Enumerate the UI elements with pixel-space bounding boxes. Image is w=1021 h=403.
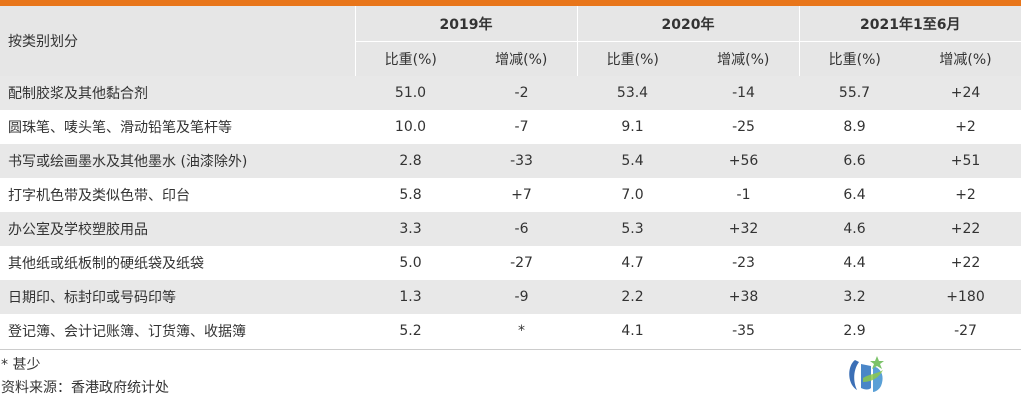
header-share: 比重(%) <box>799 41 910 76</box>
cell-share-2020: 5.3 <box>577 212 688 246</box>
cell-share-2021h1: 4.6 <box>799 212 910 246</box>
cell-share-2021h1: 6.4 <box>799 178 910 212</box>
cell-share-2021h1: 8.9 <box>799 110 910 144</box>
hktdc-logo-icon <box>849 356 884 392</box>
cell-change-2020: -25 <box>688 110 799 144</box>
trade-table: 按类别划分 2019年 2020年 2021年1至6月 比重(%) 增减(%) … <box>0 6 1021 348</box>
cell-change-2020: +38 <box>688 280 799 314</box>
header-year-2021h1: 2021年1至6月 <box>799 6 1021 42</box>
table-row: 办公室及学校塑胶用品 3.3 -6 5.3 +32 4.6 +22 <box>0 212 1021 246</box>
cell-change-2020: +56 <box>688 144 799 178</box>
cell-change-2021h1: +24 <box>910 76 1021 110</box>
cell-change-2021h1: +2 <box>910 178 1021 212</box>
cell-share-2020: 4.7 <box>577 246 688 280</box>
row-category: 其他纸或纸板制的硬纸袋及纸袋 <box>0 246 355 280</box>
footnote: * 甚少 <box>1 357 41 373</box>
header-category: 按类别划分 <box>0 6 356 76</box>
cell-change-2019: -33 <box>466 144 577 178</box>
table-row: 其他纸或纸板制的硬纸袋及纸袋 5.0 -27 4.7 -23 4.4 +22 <box>0 246 1021 280</box>
header-change: 增减(%) <box>910 41 1021 76</box>
cell-share-2020: 53.4 <box>577 76 688 110</box>
cell-share-2019: 3.3 <box>355 212 466 246</box>
table-row: 书写或绘画墨水及其他墨水 (油漆除外) 2.8 -33 5.4 +56 6.6 +51 <box>0 144 1021 178</box>
row-category: 打字机色带及类似色带、印台 <box>0 178 355 212</box>
cell-change-2021h1: +22 <box>910 246 1021 280</box>
row-category: 圆珠笔、唛头笔、滑动铅笔及笔杆等 <box>0 110 355 144</box>
header-year-2019: 2019年 <box>355 6 578 42</box>
row-category: 登记簿、会计记账簿、订货簿、收据簿 <box>0 314 355 348</box>
cell-change-2021h1: +22 <box>910 212 1021 246</box>
cell-change-2020: +32 <box>688 212 799 246</box>
cell-change-2020: -14 <box>688 76 799 110</box>
cell-share-2019: 5.2 <box>355 314 466 348</box>
cell-change-2020: -35 <box>688 314 799 348</box>
cell-change-2020: -23 <box>688 246 799 280</box>
cell-change-2020: -1 <box>688 178 799 212</box>
row-category: 办公室及学校塑胶用品 <box>0 212 355 246</box>
cell-share-2020: 2.2 <box>577 280 688 314</box>
table-row: 配制胶浆及其他黏合剂 51.0 -2 53.4 -14 55.7 +24 <box>0 76 1021 110</box>
cell-share-2020: 5.4 <box>577 144 688 178</box>
cell-share-2020: 4.1 <box>577 314 688 348</box>
cell-change-2021h1: +180 <box>910 280 1021 314</box>
cell-change-2019: +7 <box>466 178 577 212</box>
row-category: 配制胶浆及其他黏合剂 <box>0 76 355 110</box>
cell-share-2019: 10.0 <box>355 110 466 144</box>
row-category: 日期印、标封印或号码印等 <box>0 280 355 314</box>
header-change: 增减(%) <box>466 41 578 76</box>
table-bottom-rule <box>0 349 1021 350</box>
row-category: 书写或绘画墨水及其他墨水 (油漆除外) <box>0 144 355 178</box>
table-row: 登记簿、会计记账簿、订货簿、收据簿 5.2 * 4.1 -35 2.9 -27 <box>0 314 1021 348</box>
cell-change-2019: -2 <box>466 76 577 110</box>
cell-share-2019: 51.0 <box>355 76 466 110</box>
cell-share-2019: 5.8 <box>355 178 466 212</box>
table-row: 圆珠笔、唛头笔、滑动铅笔及笔杆等 10.0 -7 9.1 -25 8.9 +2 <box>0 110 1021 144</box>
cell-share-2020: 9.1 <box>577 110 688 144</box>
table-row: 日期印、标封印或号码印等 1.3 -9 2.2 +38 3.2 +180 <box>0 280 1021 314</box>
cell-change-2019: -7 <box>466 110 577 144</box>
cell-change-2021h1: +51 <box>910 144 1021 178</box>
cell-share-2021h1: 3.2 <box>799 280 910 314</box>
cell-change-2019: -9 <box>466 280 577 314</box>
cell-share-2021h1: 4.4 <box>799 246 910 280</box>
header-change: 增减(%) <box>688 41 800 76</box>
cell-share-2019: 2.8 <box>355 144 466 178</box>
cell-change-2019: * <box>466 314 577 348</box>
cell-share-2019: 1.3 <box>355 280 466 314</box>
cell-share-2019: 5.0 <box>355 246 466 280</box>
cell-share-2021h1: 2.9 <box>799 314 910 348</box>
cell-change-2021h1: +2 <box>910 110 1021 144</box>
cell-share-2020: 7.0 <box>577 178 688 212</box>
source-note: 资料来源：香港政府统计处 <box>1 380 169 396</box>
cell-share-2021h1: 6.6 <box>799 144 910 178</box>
accent-top-bar <box>0 0 1021 6</box>
header-share: 比重(%) <box>355 41 466 76</box>
cell-change-2021h1: -27 <box>910 314 1021 348</box>
table-row: 打字机色带及类似色带、印台 5.8 +7 7.0 -1 6.4 +2 <box>0 178 1021 212</box>
cell-change-2019: -6 <box>466 212 577 246</box>
cell-share-2021h1: 55.7 <box>799 76 910 110</box>
header-year-2020: 2020年 <box>577 6 800 42</box>
cell-change-2019: -27 <box>466 246 577 280</box>
header-share: 比重(%) <box>577 41 688 76</box>
